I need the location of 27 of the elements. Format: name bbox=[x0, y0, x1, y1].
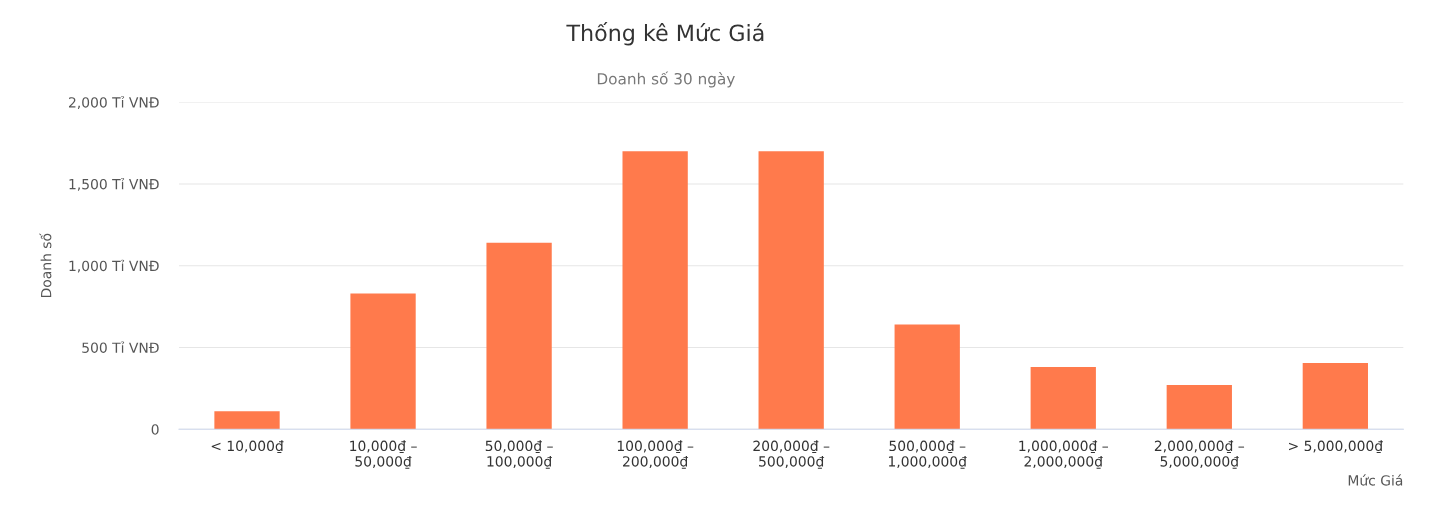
chart-title: Thống kê Mức Giá bbox=[566, 22, 764, 46]
x-tick-label: 10,000₫ – 50,000₫ bbox=[350, 440, 417, 469]
chart-subtitle: Doanh số 30 ngày bbox=[597, 71, 735, 88]
bar bbox=[350, 293, 416, 430]
y-tick-label: 2,000 Tỉ VNĐ bbox=[68, 96, 159, 110]
y-tick-label: 1,500 Tỉ VNĐ bbox=[69, 177, 159, 191]
y-tick-label: 0 bbox=[151, 424, 159, 435]
bar bbox=[1166, 385, 1232, 430]
bar bbox=[1030, 367, 1096, 430]
bar bbox=[486, 242, 552, 430]
bar bbox=[1302, 363, 1368, 430]
y-axis-title: Doanh số bbox=[39, 233, 52, 298]
x-tick-label: 500,000₫ – 1,000,000₫ bbox=[888, 440, 967, 469]
y-tick-label: 1,000 Tỉ VNĐ bbox=[69, 259, 159, 273]
x-tick-label: 50,000₫ – 100,000₫ bbox=[485, 440, 553, 469]
x-tick-label: < 10,000₫ bbox=[211, 440, 284, 454]
x-tick-label: 2,000,000₫ – 5,000,000₫ bbox=[1154, 440, 1245, 469]
x-tick-label: > 5,000,000₫ bbox=[1289, 440, 1383, 454]
x-tick-label: 100,000₫ – 200,000₫ bbox=[617, 440, 694, 469]
bar bbox=[758, 151, 824, 430]
y-tick-label: 500 Tỉ VNĐ bbox=[82, 341, 159, 353]
x-tick-label: 200,000₫ – 500,000₫ bbox=[753, 440, 830, 469]
x-tick-label: 1,000,000₫ – 2,000,000₫ bbox=[1019, 440, 1109, 469]
bar bbox=[622, 151, 688, 430]
x-axis-title: Mức Giá bbox=[1348, 474, 1403, 486]
bar bbox=[894, 324, 960, 430]
bar bbox=[214, 411, 280, 430]
